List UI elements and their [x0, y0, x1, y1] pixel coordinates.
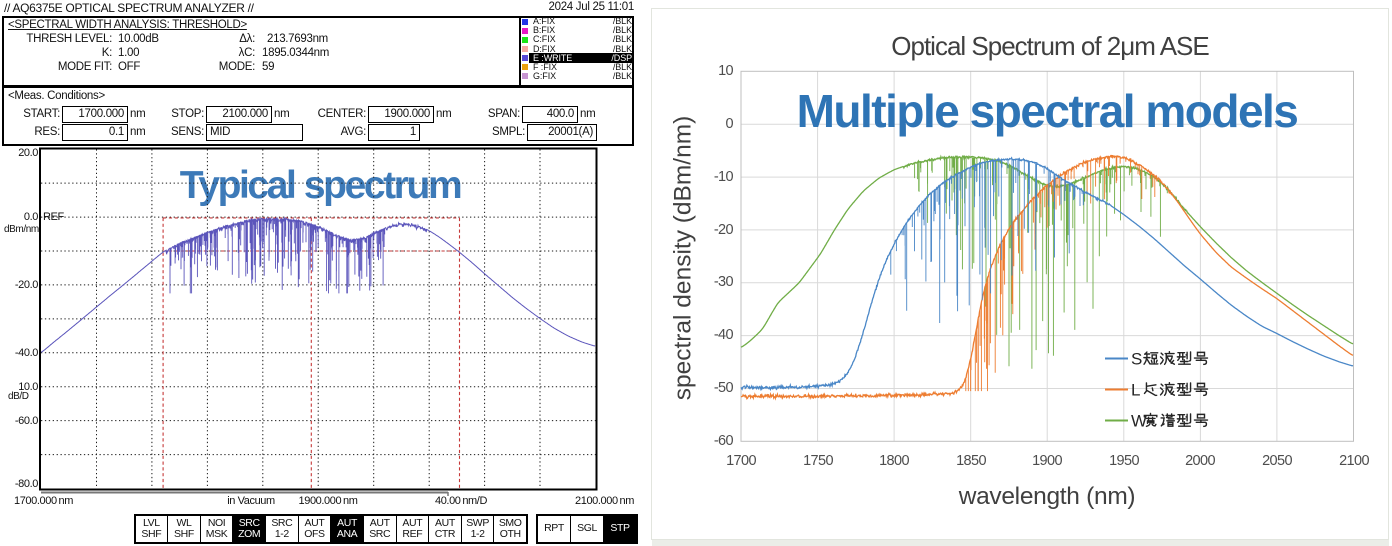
svg-text:spectral density (dBm/nm): spectral density (dBm/nm) — [670, 116, 697, 401]
svg-text:L: L — [1131, 381, 1140, 400]
svg-text:W: W — [1131, 412, 1147, 431]
svg-text:S: S — [1131, 350, 1142, 369]
